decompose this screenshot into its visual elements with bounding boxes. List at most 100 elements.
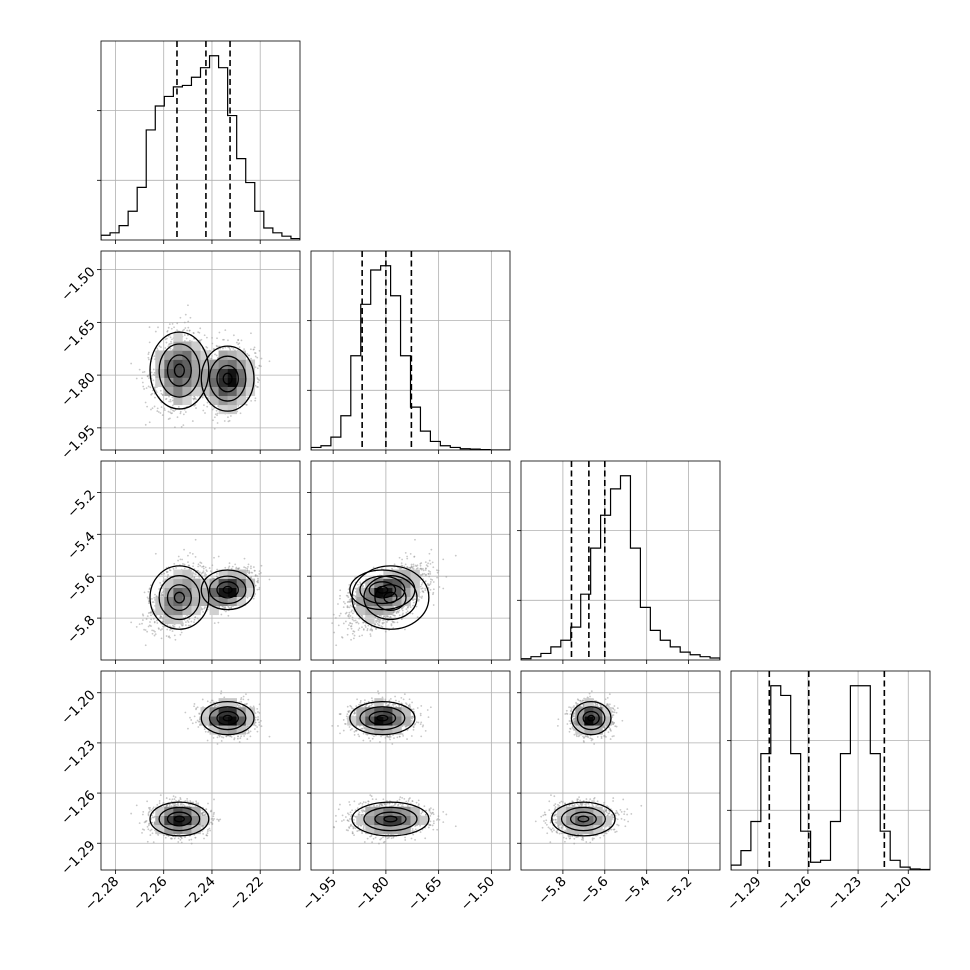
sample-point <box>166 337 168 340</box>
sample-point <box>551 827 554 830</box>
sample-point <box>206 700 209 703</box>
contour-1-3 <box>222 714 233 722</box>
sample-point <box>256 726 258 728</box>
sample-point <box>237 567 240 570</box>
sample-point <box>354 597 357 599</box>
sample-point <box>429 578 432 581</box>
sample-point <box>363 727 366 730</box>
sample-point <box>605 832 608 835</box>
panel-content <box>101 671 300 870</box>
sample-point <box>194 616 197 619</box>
sample-point <box>580 803 583 806</box>
sample-point <box>420 587 423 590</box>
sample-point <box>392 805 395 807</box>
sample-point <box>222 736 225 739</box>
sample-point <box>170 800 173 803</box>
sample-point <box>243 735 246 737</box>
sample-point <box>152 841 155 844</box>
sample-point <box>147 356 150 359</box>
sample-point <box>250 565 252 568</box>
sample-point <box>260 571 262 574</box>
sample-point <box>431 824 434 827</box>
sample-point <box>150 614 152 617</box>
sample-point <box>576 803 579 806</box>
sample-point <box>438 818 441 821</box>
contour-0-0 <box>149 801 210 837</box>
sample-point <box>196 706 199 709</box>
sample-point <box>220 692 222 695</box>
sample-point <box>153 371 156 374</box>
density-cell <box>593 725 603 735</box>
x-tick-label: −5.6 <box>577 874 611 908</box>
sample-point <box>178 626 181 629</box>
sample-point <box>157 326 159 329</box>
sample-point <box>152 368 155 371</box>
sample-point <box>363 841 366 843</box>
sample-point <box>175 800 177 802</box>
sample-point <box>206 832 209 835</box>
sample-point <box>414 838 416 841</box>
sample-point <box>192 332 195 334</box>
sample-point <box>184 621 187 624</box>
sample-point <box>257 579 259 582</box>
sample-point <box>339 589 342 592</box>
sample-point <box>612 707 615 710</box>
sample-point <box>169 347 172 350</box>
sample-point <box>156 407 159 410</box>
sample-point <box>240 697 243 699</box>
sample-point <box>350 814 353 816</box>
sample-point <box>250 332 252 335</box>
sample-point <box>151 816 154 819</box>
sample-point <box>147 824 150 827</box>
sample-point <box>147 625 150 628</box>
sample-point <box>168 805 171 807</box>
sample-point <box>192 565 194 568</box>
density-cell <box>575 806 585 817</box>
density-cell <box>182 395 192 406</box>
density-cell <box>227 386 237 397</box>
sample-point <box>250 571 253 574</box>
sample-point <box>199 327 202 330</box>
sample-point <box>257 381 259 384</box>
x-tick-label: −5.4 <box>619 874 653 908</box>
density-cell <box>191 596 201 607</box>
sample-point <box>216 736 219 739</box>
sample-point <box>409 606 412 609</box>
sample-point <box>436 571 439 574</box>
sample-point <box>378 842 380 845</box>
sample-point <box>217 356 219 359</box>
sample-point <box>359 700 362 702</box>
sample-point <box>417 721 420 724</box>
sample-point <box>212 813 215 816</box>
sample-point <box>245 703 248 705</box>
sample-point <box>368 737 370 740</box>
sample-point <box>350 627 353 630</box>
sample-point <box>172 795 175 798</box>
sample-point <box>417 599 420 602</box>
sample-point <box>419 714 422 717</box>
sample-point <box>232 334 235 337</box>
density-cell <box>191 578 201 588</box>
sample-point <box>550 828 553 831</box>
sample-point <box>159 412 162 414</box>
sample-point <box>419 585 422 588</box>
sample-point <box>436 569 438 572</box>
sample-point <box>348 617 351 620</box>
density-cell <box>575 824 585 835</box>
sample-point <box>146 596 149 599</box>
sample-point <box>152 379 155 382</box>
sample-point <box>361 811 364 813</box>
panel-frame <box>100 40 301 241</box>
sample-point <box>149 834 152 836</box>
sample-point <box>147 813 150 815</box>
x-tick-label: −2.28 <box>82 874 123 915</box>
sample-point <box>147 612 150 614</box>
sample-point <box>353 819 355 821</box>
sample-point <box>205 573 207 576</box>
density-cell <box>566 824 576 835</box>
sample-point <box>240 698 242 701</box>
contour-1-2 <box>216 364 239 393</box>
sample-point <box>626 813 629 816</box>
sample-point <box>579 700 582 702</box>
